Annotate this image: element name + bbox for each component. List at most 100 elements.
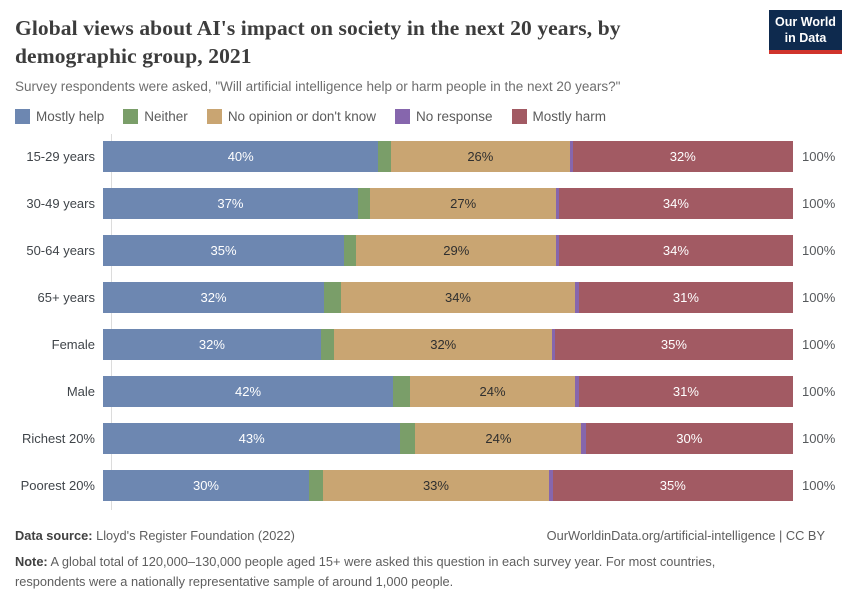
- bar-segment-mostly-help[interactable]: 35%: [103, 234, 345, 266]
- legend-swatch-no-opinion: [206, 108, 222, 124]
- bar-track: 37% 27% 34%: [103, 187, 793, 219]
- chart-subtitle: Survey respondents were asked, "Will art…: [15, 78, 621, 94]
- legend-label: Mostly help: [36, 108, 105, 124]
- bar-segment-no-opinion-or-don-t-know[interactable]: 34%: [340, 281, 576, 313]
- bar-segment-no-opinion-or-don-t-know[interactable]: 27%: [370, 187, 557, 219]
- row-label: 15-29 years: [26, 148, 95, 164]
- legend-swatch-mostly-help: [15, 108, 30, 124]
- row-label: 65+ years: [37, 289, 95, 305]
- bar-segment-no-opinion-or-don-t-know[interactable]: 29%: [356, 234, 557, 266]
- bar-segment-no-response[interactable]: [575, 375, 579, 407]
- bar-segment-neither[interactable]: [344, 234, 357, 266]
- legend-item-no-response: No response: [394, 108, 493, 124]
- bar-row-30-49-years: 30-49 years 37% 27% 34% 100%: [15, 187, 835, 219]
- chart-footer: Data source: Lloyd's Register Foundation…: [15, 528, 825, 592]
- bar-segment-no-response[interactable]: [552, 328, 555, 360]
- row-total-label: 100%: [802, 242, 836, 258]
- bar-segment-neither[interactable]: [308, 469, 323, 501]
- row-total-label: 100%: [802, 195, 836, 211]
- bar-track: 32% 32% 35%: [103, 328, 793, 360]
- legend: Mostly help Neither No opinion or don't kn…: [15, 108, 825, 124]
- data-source-label: Data source:: [15, 527, 93, 543]
- row-total-label: 100%: [802, 430, 836, 446]
- row-total-label: 100%: [802, 336, 836, 352]
- owid-logo-line2: in Data: [784, 30, 827, 45]
- legend-item-neither: Neither: [123, 108, 188, 124]
- bar-segment-mostly-harm[interactable]: 31%: [578, 281, 793, 313]
- bar-segment-no-opinion-or-don-t-know[interactable]: 24%: [409, 375, 576, 407]
- legend-label: Mostly harm: [532, 108, 607, 124]
- bar-segment-mostly-harm[interactable]: 32%: [572, 140, 793, 172]
- bar-segment-neither[interactable]: [320, 328, 335, 360]
- bar-row-15-29-years: 15-29 years 40% 26% 32% 100%: [15, 140, 835, 172]
- source-row: Data source: Lloyd's Register Foundation…: [15, 528, 825, 543]
- bar-segment-neither[interactable]: [400, 422, 416, 454]
- bar-segment-mostly-help[interactable]: 32%: [103, 281, 325, 313]
- chart-note: Note: A global total of 120,000–130,000 …: [15, 552, 783, 592]
- bar-row-50-64-years: 50-64 years 35% 29% 34% 100%: [15, 234, 835, 266]
- citation-link[interactable]: OurWorldinData.org/artificial-intelligen…: [546, 527, 825, 543]
- row-label: Male: [66, 383, 95, 399]
- bar-segment-no-response[interactable]: [549, 469, 553, 501]
- legend-item-mostly-help: Mostly help: [15, 108, 105, 124]
- owid-logo-line1: Our World: [775, 15, 836, 29]
- bar-track: 42% 24% 31%: [103, 375, 793, 407]
- bar-segment-mostly-harm[interactable]: 35%: [552, 469, 793, 501]
- bar-segment-mostly-harm[interactable]: 34%: [558, 187, 793, 219]
- row-total-label: 100%: [802, 477, 836, 493]
- bar-segment-no-response[interactable]: [575, 281, 579, 313]
- bar-track: 30% 33% 35%: [103, 469, 793, 501]
- bar-track: 35% 29% 34%: [103, 234, 793, 266]
- bar-segment-no-opinion-or-don-t-know[interactable]: 32%: [334, 328, 553, 360]
- bar-segment-mostly-help[interactable]: 30%: [103, 469, 309, 501]
- bar-segment-mostly-help[interactable]: 40%: [103, 140, 379, 172]
- bar-segment-mostly-help[interactable]: 32%: [103, 328, 321, 360]
- legend-item-mostly-harm: Mostly harm: [511, 108, 607, 124]
- bar-segment-mostly-help[interactable]: 37%: [103, 187, 358, 219]
- bar-segment-no-response[interactable]: [581, 422, 586, 454]
- row-label: Richest 20%: [22, 430, 95, 446]
- bar-segment-no-opinion-or-don-t-know[interactable]: 33%: [322, 469, 550, 501]
- row-total-label: 100%: [802, 383, 836, 399]
- legend-swatch-mostly-harm: [511, 108, 527, 124]
- data-source: Data source: Lloyd's Register Foundation…: [15, 528, 295, 543]
- legend-label: Neither: [144, 108, 188, 124]
- legend-label: No response: [415, 108, 493, 124]
- row-label: Female: [51, 336, 95, 352]
- bar-track: 43% 24% 30%: [103, 422, 793, 454]
- bar-row-male: Male 42% 24% 31% 100%: [15, 375, 835, 407]
- bar-segment-mostly-harm[interactable]: 35%: [554, 328, 793, 360]
- bar-segment-mostly-help[interactable]: 42%: [103, 375, 394, 407]
- legend-label: No opinion or don't know: [227, 108, 376, 124]
- note-text: A global total of 120,000–130,000 people…: [15, 553, 716, 589]
- bar-segment-neither[interactable]: [324, 281, 341, 313]
- bar-row-poorest-20-: Poorest 20% 30% 33% 35% 100%: [15, 469, 835, 501]
- bar-segment-mostly-harm[interactable]: 30%: [585, 422, 793, 454]
- bar-row-richest-20-: Richest 20% 43% 24% 30% 100%: [15, 422, 835, 454]
- stacked-bar-chart: 15-29 years 40% 26% 32% 100% 30-49 years 37% 27…: [15, 133, 835, 510]
- data-source-text: Lloyd's Register Foundation (2022): [92, 527, 295, 543]
- row-label: 30-49 years: [26, 195, 95, 211]
- bar-segment-mostly-harm[interactable]: 34%: [558, 234, 793, 266]
- legend-swatch-no-response: [394, 108, 410, 124]
- bar-track: 32% 34% 31%: [103, 281, 793, 313]
- row-total-label: 100%: [802, 148, 836, 164]
- bar-row-65-years: 65+ years 32% 34% 31% 100%: [15, 281, 835, 313]
- bar-segment-no-response[interactable]: [556, 234, 559, 266]
- bar-segment-neither[interactable]: [357, 187, 371, 219]
- bar-segment-mostly-harm[interactable]: 31%: [578, 375, 793, 407]
- bar-segment-neither[interactable]: [378, 140, 391, 172]
- legend-swatch-neither: [123, 108, 139, 124]
- bar-segment-no-opinion-or-don-t-know[interactable]: 24%: [415, 422, 582, 454]
- bar-segment-no-response[interactable]: [556, 187, 559, 219]
- bar-segment-mostly-help[interactable]: 43%: [103, 422, 401, 454]
- row-label: 50-64 years: [26, 242, 95, 258]
- bar-track: 40% 26% 32%: [103, 140, 793, 172]
- bar-segment-no-opinion-or-don-t-know[interactable]: 26%: [390, 140, 570, 172]
- bar-segment-neither[interactable]: [393, 375, 410, 407]
- bar-row-female: Female 32% 32% 35% 100%: [15, 328, 835, 360]
- y-axis-line: [111, 133, 112, 510]
- owid-logo: Our World in Data: [769, 10, 842, 55]
- bar-segment-no-response[interactable]: [569, 140, 573, 172]
